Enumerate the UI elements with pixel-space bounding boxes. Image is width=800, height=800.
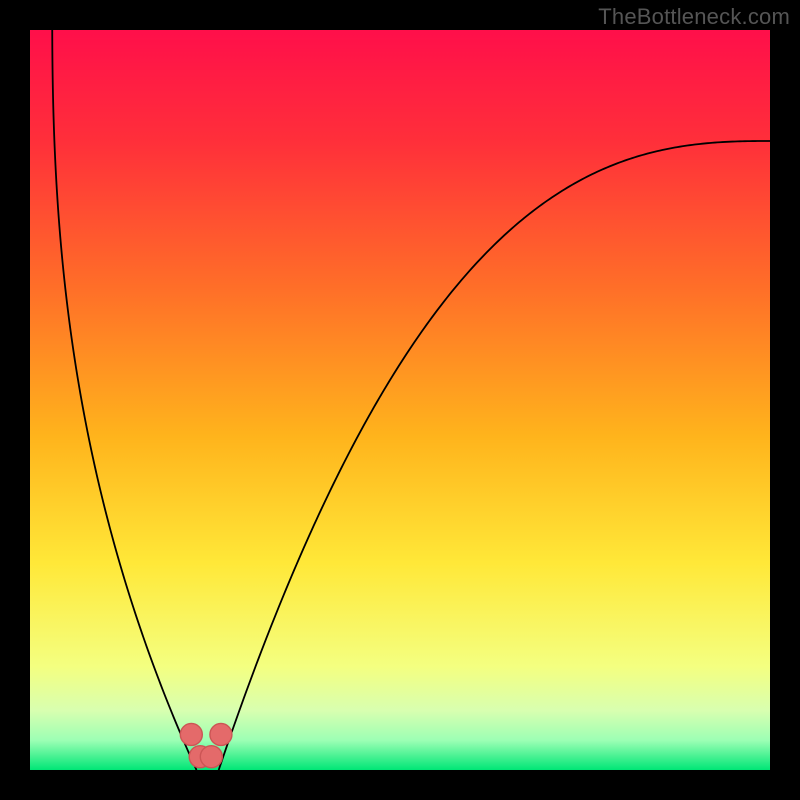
- data-marker: [200, 746, 222, 768]
- watermark-text: TheBottleneck.com: [598, 4, 790, 30]
- plot-background-gradient: [30, 30, 770, 770]
- data-marker: [210, 723, 232, 745]
- data-marker: [180, 723, 202, 745]
- chart-svg: [0, 0, 800, 800]
- chart-container: TheBottleneck.com: [0, 0, 800, 800]
